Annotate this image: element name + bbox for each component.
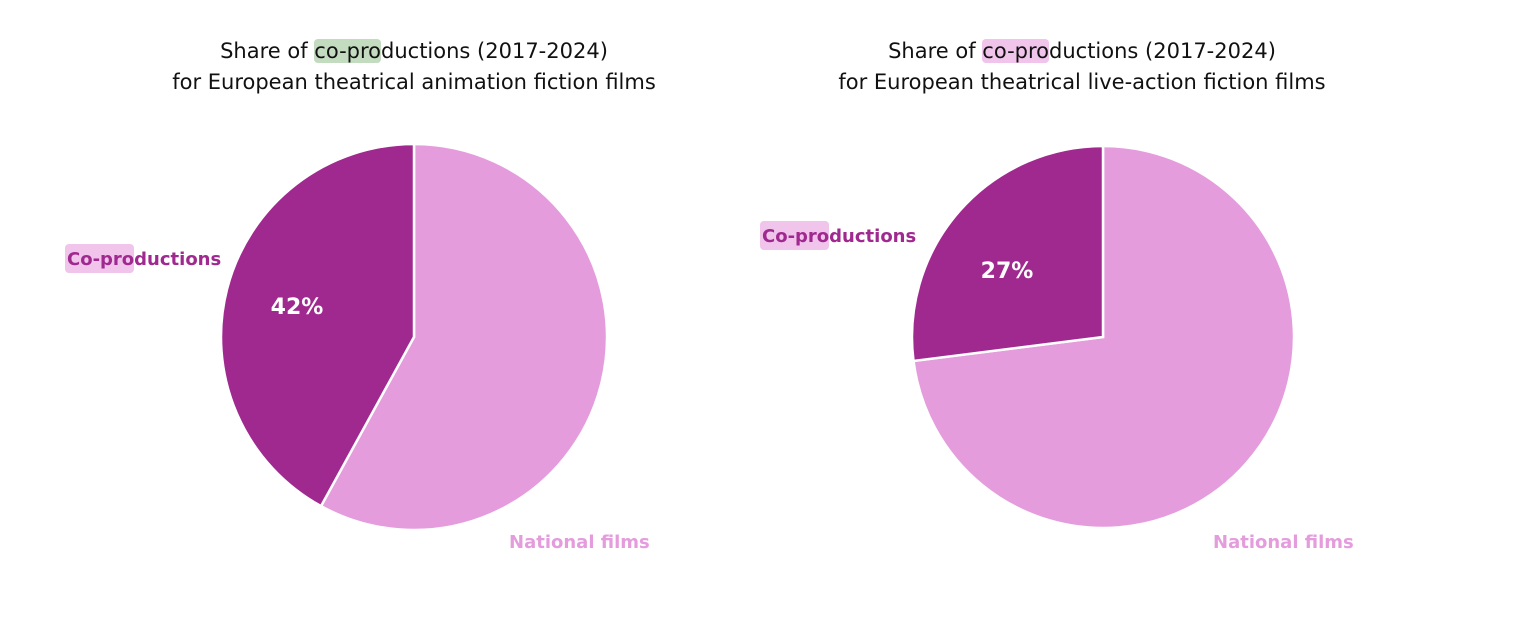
pie-1-label-co-productions: Co-productions [67, 249, 221, 270]
chart-2-title: Share of co-productions (2017-2024) for … [732, 36, 1432, 98]
chart-1-title-line-1: Share of co-productions (2017-2024) [220, 39, 608, 63]
pie-1-slice-co-productions [219, 142, 416, 508]
pie-1-label-highlight [65, 244, 134, 273]
pie-1-label-national-films: National films [509, 532, 650, 553]
chart-1-title-highlight: co-pro [314, 39, 382, 63]
pie-2-label-co-productions: Co-productions [762, 226, 916, 247]
pie-1-data-label: 42% [271, 295, 324, 320]
pie-2-data-label: 27% [981, 259, 1034, 284]
chart-2-title-line-1: Share of co-productions (2017-2024) [888, 39, 1276, 63]
chart-1-title: Share of co-productions (2017-2024) for … [64, 36, 764, 98]
pie-2-slice-co-productions [910, 144, 1105, 363]
pie-2-label-national-films: National films [1213, 532, 1354, 553]
chart-1-title-line-2: for European theatrical animation fictio… [172, 70, 656, 94]
chart-2-title-highlight: co-pro [982, 39, 1050, 63]
chart-2-title-line-2: for European theatrical live-action fict… [838, 70, 1326, 94]
pie-2-label-highlight [760, 221, 829, 250]
pie-1-slice-national-films [319, 142, 609, 532]
